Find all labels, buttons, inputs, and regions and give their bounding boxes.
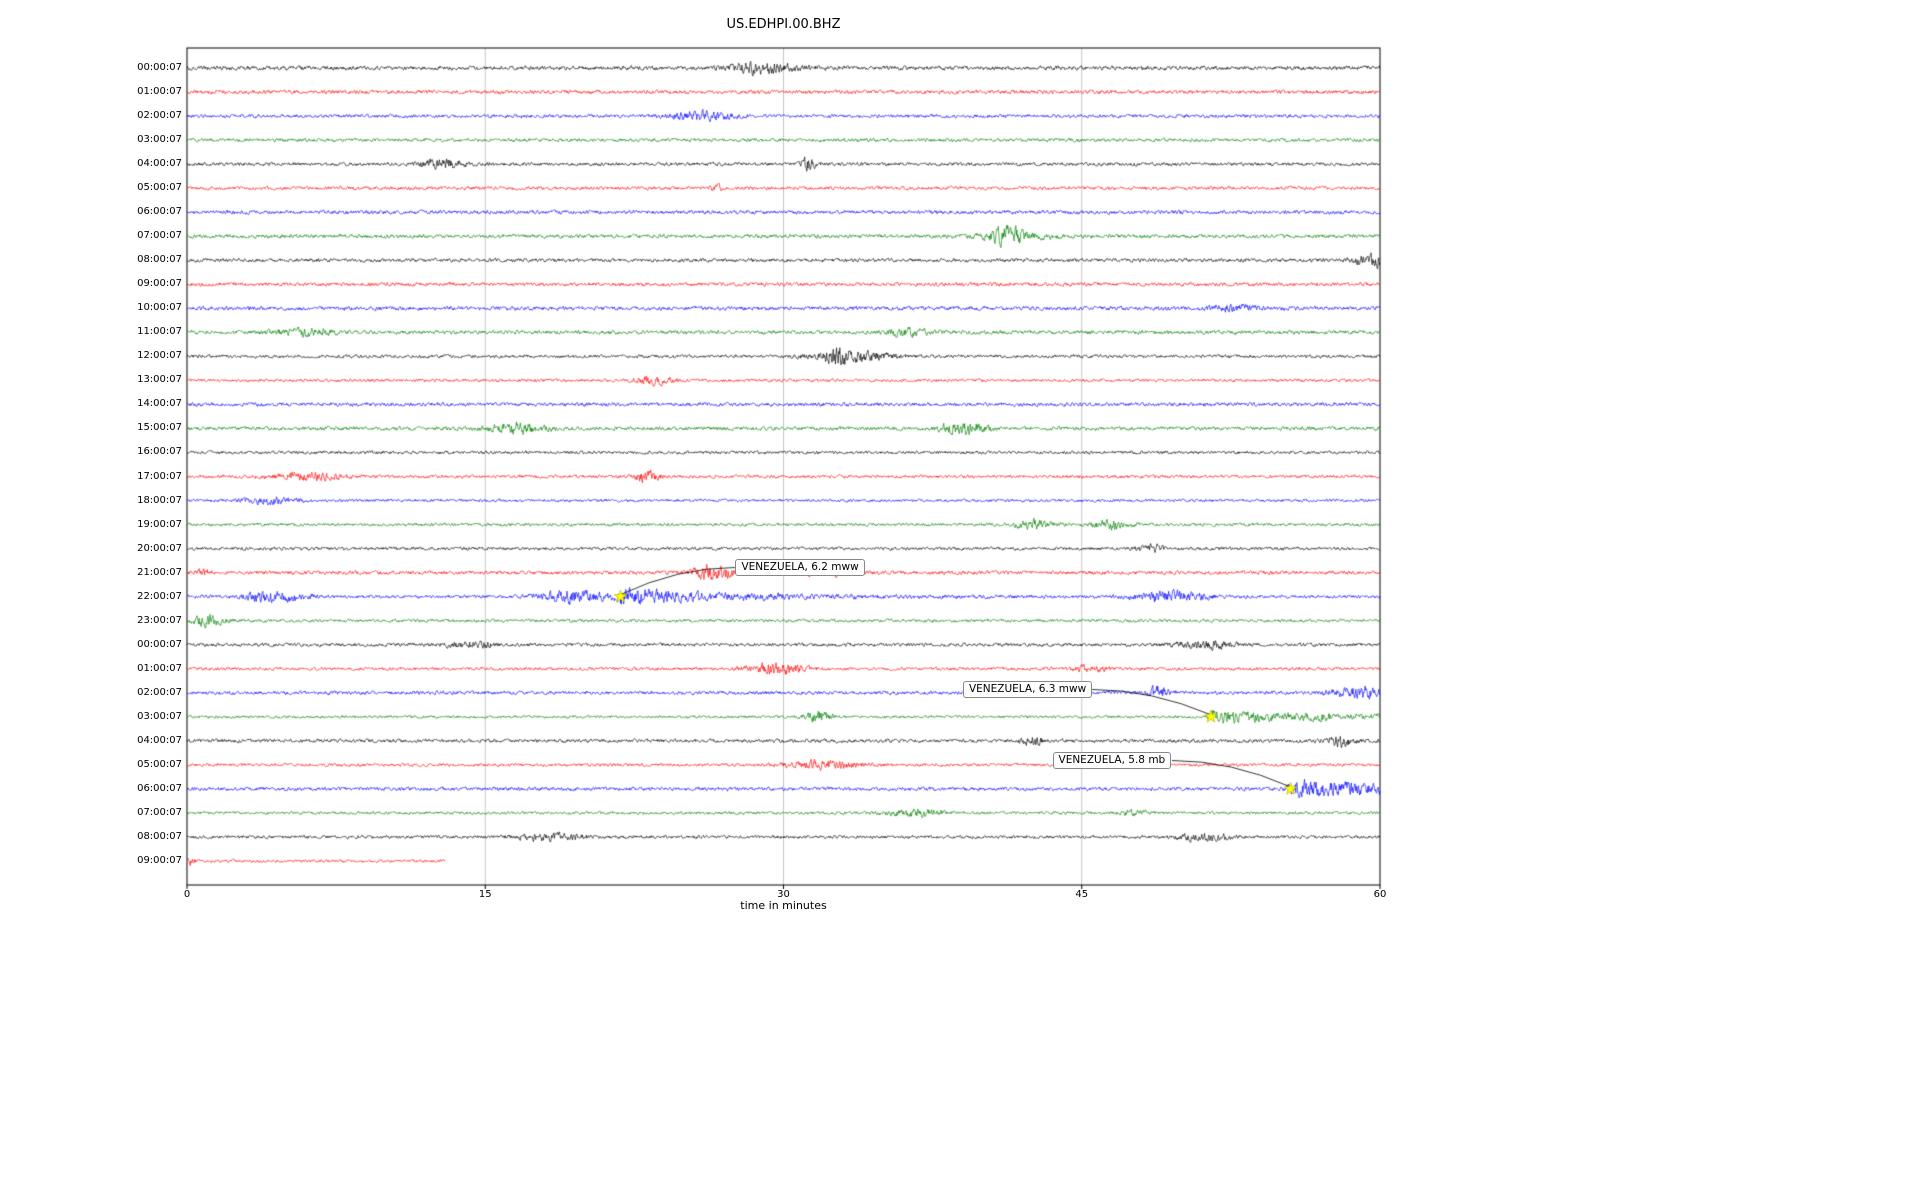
chart-title: US.EDHPI.00.BHZ (726, 17, 841, 32)
x-axis-label: time in minutes (740, 899, 827, 912)
